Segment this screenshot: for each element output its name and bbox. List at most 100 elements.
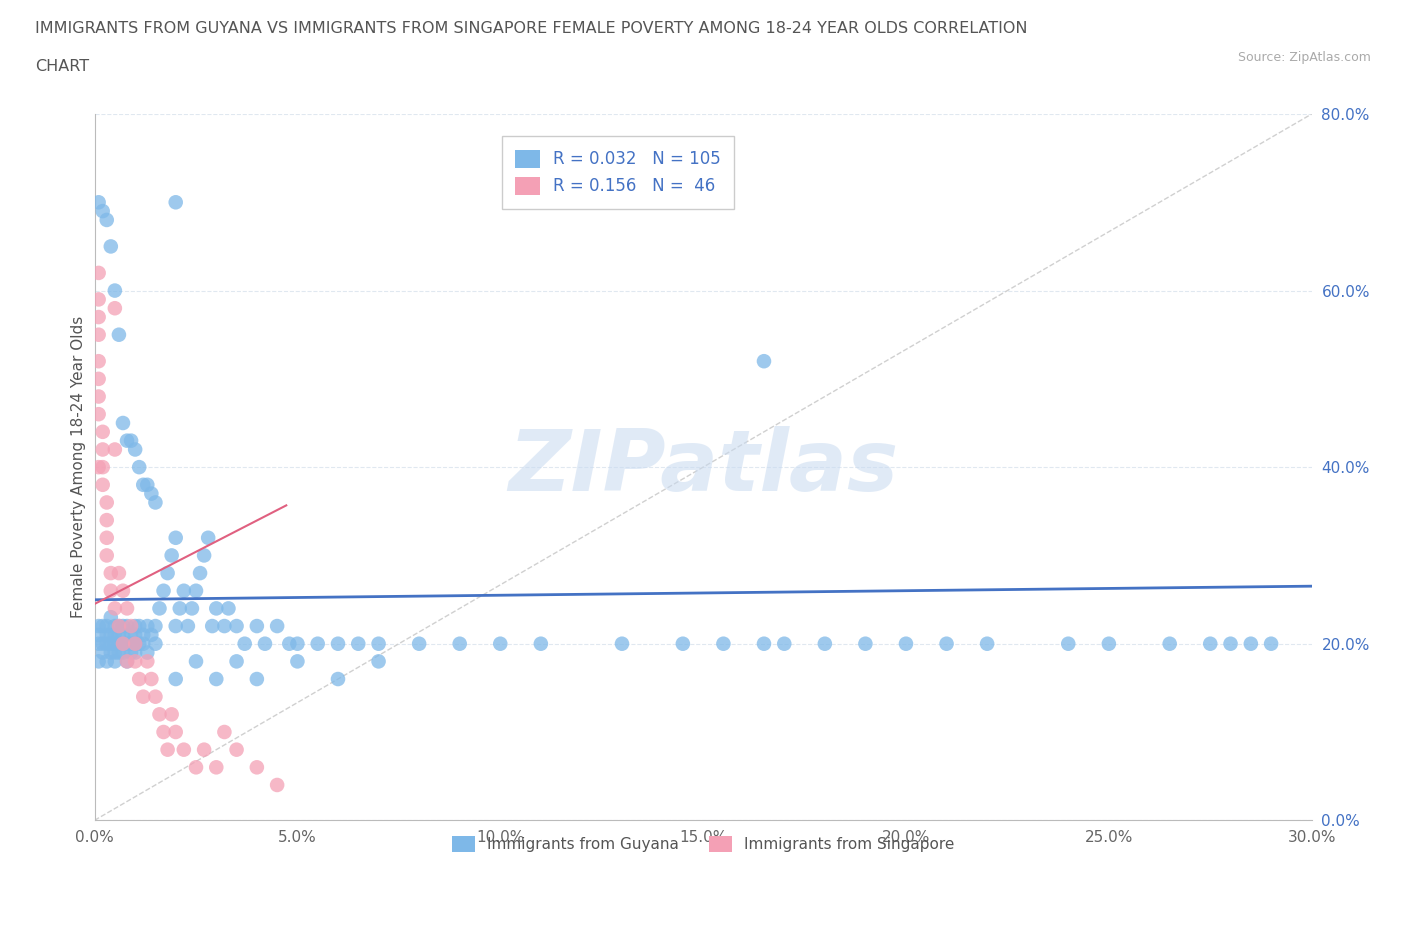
Point: [115, 654, 138, 669]
Point: [205, 601, 228, 616]
Point: [1240, 636, 1263, 651]
Point: [181, 601, 204, 616]
Point: [96, 654, 118, 669]
Point: [87, 353, 110, 368]
Point: [87, 406, 110, 421]
Point: [246, 760, 269, 775]
Point: [177, 618, 200, 633]
Point: [173, 583, 195, 598]
Point: [217, 601, 239, 616]
Point: [160, 707, 183, 722]
Point: [165, 671, 187, 686]
Point: [894, 636, 917, 651]
Point: [145, 618, 167, 633]
Point: [124, 636, 146, 651]
Point: [141, 628, 163, 643]
Point: [87, 265, 110, 280]
Point: [115, 618, 138, 633]
Point: [111, 636, 134, 651]
Point: [120, 645, 142, 660]
Point: [108, 618, 131, 633]
Point: [108, 618, 131, 633]
Text: ZIPatlas: ZIPatlas: [508, 426, 898, 509]
Point: [108, 636, 131, 651]
Point: [104, 601, 127, 616]
Point: [128, 671, 150, 686]
Point: [96, 495, 118, 510]
Point: [408, 636, 430, 651]
Point: [124, 618, 146, 633]
Point: [188, 565, 211, 580]
Point: [184, 583, 207, 598]
Text: Source: ZipAtlas.com: Source: ZipAtlas.com: [1237, 51, 1371, 64]
Point: [91, 459, 114, 474]
Legend: Immigrants from Guyana, Immigrants from Singapore: Immigrants from Guyana, Immigrants from …: [446, 830, 960, 858]
Point: [96, 548, 118, 563]
Point: [326, 636, 349, 651]
Point: [347, 636, 370, 651]
Point: [156, 742, 179, 757]
Point: [266, 618, 288, 633]
Point: [96, 530, 118, 545]
Point: [111, 628, 134, 643]
Point: [87, 310, 110, 325]
Point: [307, 636, 329, 651]
Point: [108, 645, 131, 660]
Point: [367, 654, 389, 669]
Point: [201, 618, 224, 633]
Point: [96, 512, 118, 527]
Point: [124, 636, 146, 651]
Point: [148, 707, 170, 722]
Point: [87, 195, 110, 210]
Text: IMMIGRANTS FROM GUYANA VS IMMIGRANTS FROM SINGAPORE FEMALE POVERTY AMONG 18-24 Y: IMMIGRANTS FROM GUYANA VS IMMIGRANTS FRO…: [35, 21, 1028, 36]
Point: [87, 389, 110, 404]
Point: [104, 442, 127, 457]
Point: [128, 618, 150, 633]
Point: [141, 486, 163, 501]
Point: [87, 459, 110, 474]
Point: [1199, 636, 1222, 651]
Point: [104, 283, 127, 298]
Point: [197, 530, 219, 545]
Point: [148, 601, 170, 616]
Point: [152, 724, 174, 739]
Point: [124, 628, 146, 643]
Point: [214, 618, 236, 633]
Point: [111, 618, 134, 633]
Point: [91, 618, 114, 633]
Point: [108, 565, 131, 580]
Point: [120, 628, 142, 643]
Point: [108, 628, 131, 643]
Point: [173, 742, 195, 757]
Point: [132, 628, 155, 643]
Point: [530, 636, 553, 651]
Point: [184, 760, 207, 775]
Point: [91, 477, 114, 492]
Point: [115, 601, 138, 616]
Point: [91, 636, 114, 651]
Point: [100, 583, 122, 598]
Point: [233, 636, 256, 651]
Point: [91, 424, 114, 439]
Y-axis label: Female Poverty Among 18-24 Year Olds: Female Poverty Among 18-24 Year Olds: [72, 316, 86, 618]
Point: [367, 636, 389, 651]
Point: [152, 583, 174, 598]
Point: [124, 645, 146, 660]
Point: [115, 654, 138, 669]
Point: [132, 689, 155, 704]
Point: [111, 583, 134, 598]
Point: [205, 760, 228, 775]
Point: [120, 618, 142, 633]
Point: [672, 636, 695, 651]
Point: [610, 636, 633, 651]
Point: [193, 742, 215, 757]
Point: [87, 628, 110, 643]
Point: [713, 636, 735, 651]
Point: [87, 371, 110, 386]
Point: [136, 654, 159, 669]
Point: [287, 636, 309, 651]
Point: [1159, 636, 1181, 651]
Point: [266, 777, 288, 792]
Point: [165, 724, 187, 739]
Point: [132, 636, 155, 651]
